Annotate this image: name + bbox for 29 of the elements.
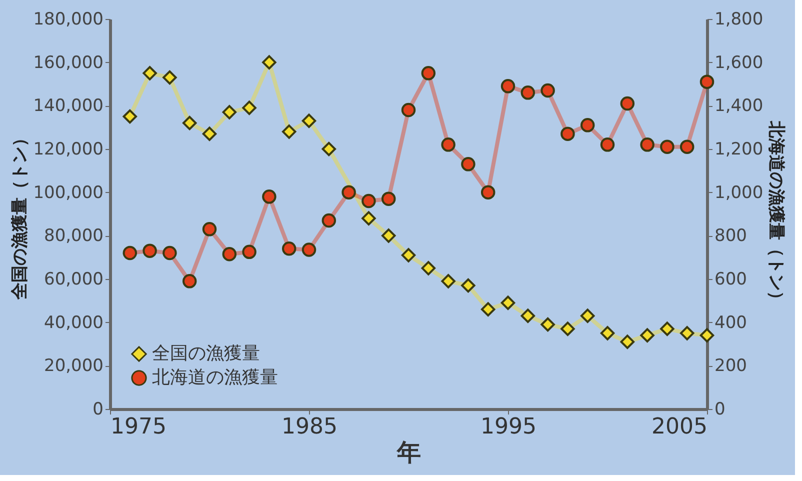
y2-tick-label: 0 [714,400,726,420]
y2-tick-label: 1,000 [714,182,764,203]
y-tick-label: 180,000 [33,10,104,30]
legend-label: 北海道の漁獲量 [152,367,278,388]
y2-tick-label: 1,600 [714,52,764,73]
x-axis-title: 年 [396,438,421,466]
y-tick-label: 140,000 [33,96,104,116]
y2-tick-label: 600 [714,270,747,290]
y-tick-label: 100,000 [33,182,104,203]
y-tick-label: 120,000 [33,140,104,160]
y-tick-label: 80,000 [44,226,104,246]
y2-tick-label: 1,200 [714,140,764,160]
x-tick-label: 2005 [652,414,708,440]
x-tick-label: 1975 [110,414,166,440]
x-tick-label: 1985 [282,414,338,440]
y2-tick-label: 200 [714,356,747,376]
y-tick-label: 0 [92,400,104,420]
y-tick-label: 60,000 [44,270,104,290]
y-tick-label: 20,000 [44,356,104,376]
y2-tick-label: 800 [714,226,747,246]
y-tick-label: 160,000 [33,52,104,73]
y-tick-label: 40,000 [44,312,104,333]
y2-axis-title: 北海道の漁獲量（トン） [766,120,786,308]
y2-tick-label: 400 [714,312,747,333]
y2-tick-label: 1,800 [714,10,764,30]
legend-label: 全国の漁獲量 [152,343,260,364]
y2-tick-label: 1,400 [714,96,764,116]
x-tick-label: 1995 [480,414,536,440]
y-axis-title: 全国の漁獲量（トン） [10,130,30,300]
